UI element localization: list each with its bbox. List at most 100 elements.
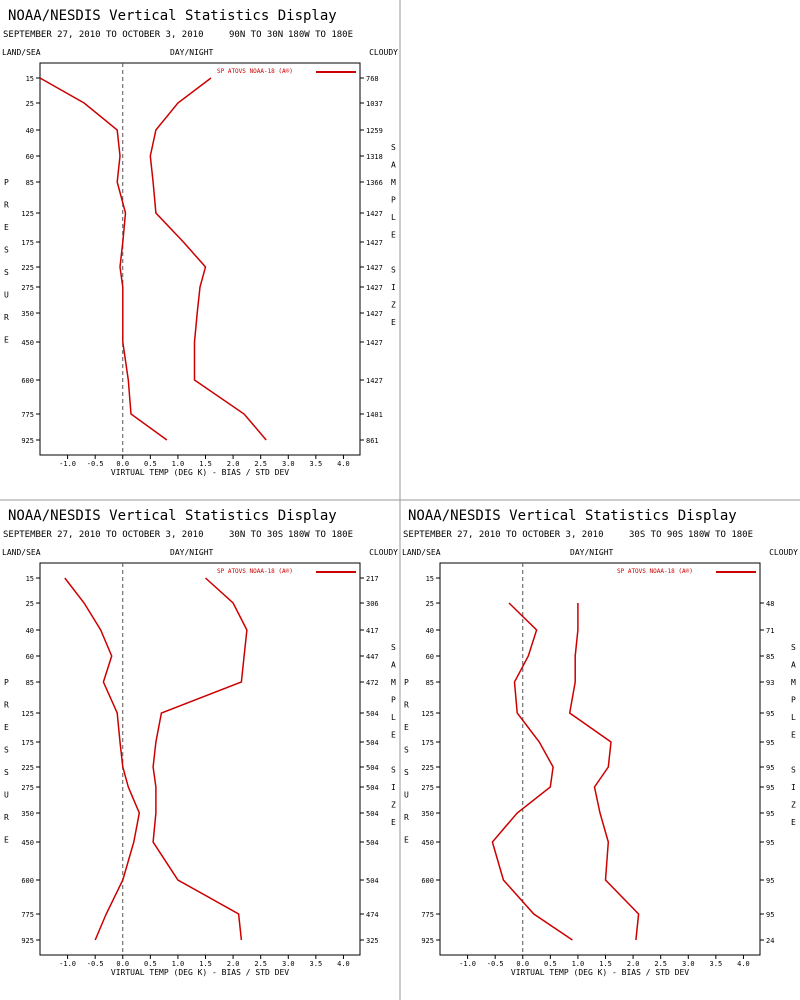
sample-size-label: 95 [766, 784, 774, 792]
right-axis-label-letter: M [391, 178, 396, 187]
sample-size-label: 472 [366, 679, 379, 687]
sample-size-label: 93 [766, 679, 774, 687]
chart-period: SEPTEMBER 27, 2010 TO OCTOBER 3, 2010 [403, 530, 603, 540]
y-axis-label-letter: E [404, 836, 409, 845]
y-axis-label-letter: R [404, 701, 409, 710]
x-tick-label: 3.0 [682, 960, 695, 968]
y-tick-label: 225 [21, 764, 34, 772]
y-tick-label: 60 [26, 653, 34, 661]
y-tick-label: 15 [26, 75, 34, 83]
sample-size-label: 1037 [366, 100, 383, 108]
y-tick-label: 60 [426, 653, 434, 661]
sample-size-label: 1401 [366, 411, 383, 419]
plot-frame [39, 62, 361, 456]
chart-panel-1: NOAA/NESDIS Vertical Statistics Display S… [2, 8, 398, 477]
x-tick-label: -0.5 [87, 960, 104, 968]
y-tick-label: 775 [21, 911, 34, 919]
x-tick-label: 2.0 [227, 460, 240, 468]
chart-panel-3: NOAA/NESDIS Vertical Statistics Display S… [402, 508, 798, 977]
sample-size-label: 24 [766, 937, 774, 945]
y-tick-label: 25 [26, 100, 34, 108]
plot-frame [39, 562, 361, 956]
x-tick-label: 2.0 [627, 960, 640, 968]
land-sea-label: LAND/SEA [2, 48, 41, 57]
right-axis-label-letter: L [791, 713, 796, 722]
y-axis-label-letter: E [4, 723, 9, 732]
sample-size-label: 504 [366, 710, 379, 718]
y-axis-label-letter: U [404, 791, 409, 800]
x-tick-label: 4.0 [337, 960, 350, 968]
x-tick-label: 3.5 [310, 460, 323, 468]
right-axis-label-letter: Z [791, 801, 796, 810]
right-axis-label-letter: S [391, 643, 396, 652]
day-night-label: DAY/NIGHT [170, 48, 214, 57]
y-tick-label: 225 [21, 264, 34, 272]
y-tick-label: 450 [21, 339, 34, 347]
chart-lat-range: 30N TO 30S [229, 530, 283, 540]
y-tick-label: 125 [21, 710, 34, 718]
y-tick-label: 775 [21, 411, 34, 419]
right-axis-label-letter: A [391, 161, 396, 170]
y-tick-label: 85 [26, 679, 34, 687]
x-tick-label: -1.0 [59, 960, 76, 968]
x-tick-label: 2.5 [254, 960, 267, 968]
right-axis-label-letter: P [391, 696, 396, 705]
right-axis-label-letter: M [791, 678, 796, 687]
right-axis-label-letter: E [391, 818, 396, 827]
x-tick-label: 1.0 [172, 460, 185, 468]
day-night-label: DAY/NIGHT [170, 548, 214, 557]
sample-size-label: 95 [766, 839, 774, 847]
y-tick-label: 125 [421, 710, 434, 718]
y-tick-label: 25 [26, 600, 34, 608]
right-axis-label-letter: L [391, 713, 396, 722]
chart-lon-range: 180W TO 180E [288, 530, 353, 540]
land-sea-label: LAND/SEA [2, 548, 41, 557]
y-tick-label: 350 [21, 810, 34, 818]
y-axis-label-letter: R [4, 201, 9, 210]
y-tick-label: 175 [21, 239, 34, 247]
sample-size-label: 48 [766, 600, 774, 608]
sample-size-label: 1427 [366, 284, 383, 292]
sample-size-label: 95 [766, 710, 774, 718]
y-tick-label: 85 [426, 679, 434, 687]
x-axis-label: VIRTUAL TEMP (DEG K) - BIAS / STD DEV [511, 968, 689, 977]
y-axis-label-letter: P [4, 678, 9, 687]
sample-size-label: 504 [366, 784, 379, 792]
x-tick-label: 2.5 [254, 460, 267, 468]
sample-size-label: 1318 [366, 153, 383, 161]
y-tick-label: 925 [21, 437, 34, 445]
y-axis-label-letter: R [404, 813, 409, 822]
y-tick-label: 600 [21, 377, 34, 385]
sample-size-label: 95 [766, 739, 774, 747]
right-axis-label-letter: S [391, 266, 396, 275]
sample-size-label: 217 [366, 575, 379, 583]
legend-label: SP ATOVS NOAA-18 (A®) [217, 68, 293, 75]
sample-size-label: 85 [766, 653, 774, 661]
sample-size-label: 1427 [366, 377, 383, 385]
chart-panel-2: NOAA/NESDIS Vertical Statistics Display S… [2, 508, 398, 977]
chart-lat-range: 90N TO 30N [229, 30, 283, 40]
y-axis-label-letter: S [4, 246, 9, 255]
sample-size-label: 768 [366, 75, 379, 83]
y-axis-label-letter: S [404, 746, 409, 755]
chart-lon-range: 180W TO 180E [688, 530, 753, 540]
y-tick-label: 125 [21, 210, 34, 218]
x-tick-label: 1.5 [199, 960, 212, 968]
std-dev-line [149, 77, 267, 441]
y-axis-label-letter: P [404, 678, 409, 687]
y-tick-label: 40 [426, 627, 434, 635]
y-axis-label-letter: S [4, 746, 9, 755]
sample-size-label: 306 [366, 600, 379, 608]
right-axis-label-letter: A [791, 661, 796, 670]
y-axis-label-letter: E [4, 836, 9, 845]
x-tick-label: 3.5 [310, 960, 323, 968]
x-tick-label: 3.5 [710, 960, 723, 968]
right-axis-label-letter: S [791, 643, 796, 652]
sample-size-label: 1427 [366, 264, 383, 272]
sample-size-label: 1259 [366, 127, 383, 135]
y-tick-label: 275 [21, 784, 34, 792]
sample-size-label: 95 [766, 764, 774, 772]
chart-period: SEPTEMBER 27, 2010 TO OCTOBER 3, 2010 [3, 30, 203, 40]
y-tick-label: 40 [26, 627, 34, 635]
sample-size-label: 95 [766, 911, 774, 919]
